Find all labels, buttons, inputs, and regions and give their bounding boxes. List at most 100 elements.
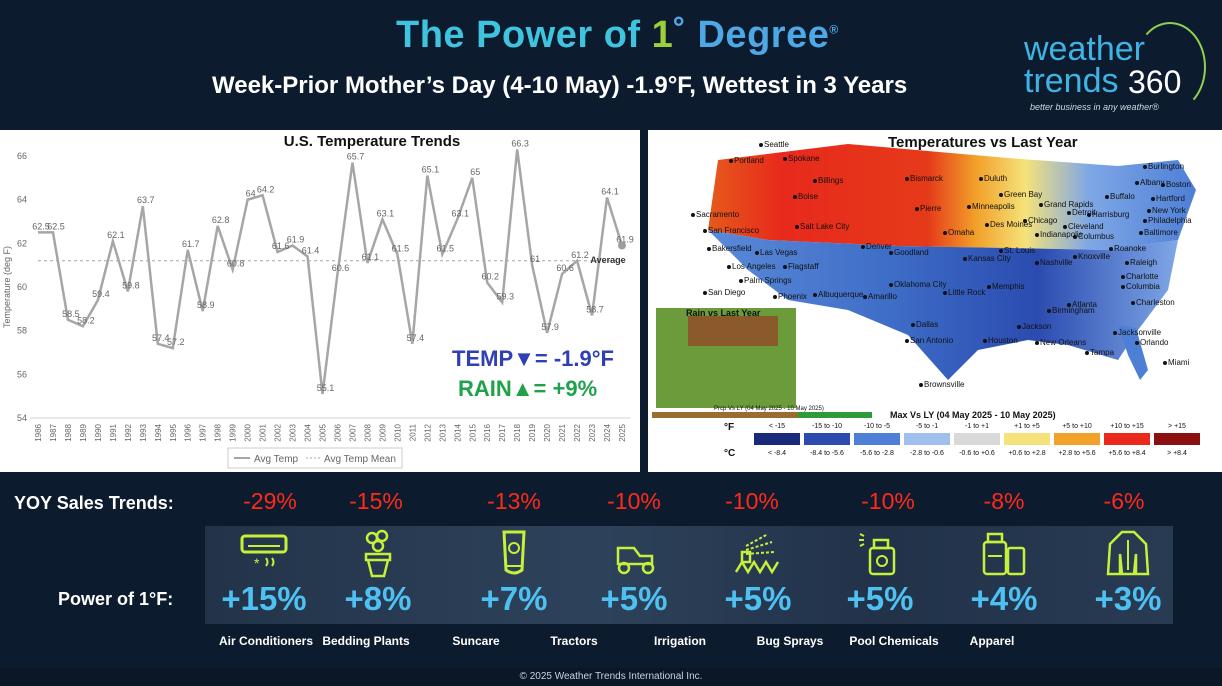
x-tick-label: 1997 xyxy=(199,423,208,441)
city-dot xyxy=(1163,361,1167,365)
y-tick-label: 60 xyxy=(17,282,27,292)
power-value: +8% xyxy=(344,580,412,617)
x-tick-label: 1989 xyxy=(79,423,88,441)
city-dot xyxy=(1143,219,1147,223)
city-dot xyxy=(795,225,799,229)
x-tick-label: 1995 xyxy=(169,423,178,441)
rain-legend-green xyxy=(798,412,872,418)
city-dot xyxy=(889,283,893,287)
city-label: Orlando xyxy=(1140,338,1169,347)
city-label: Charlotte xyxy=(1126,272,1159,281)
x-tick-label: 2010 xyxy=(393,423,402,441)
data-label: 59.8 xyxy=(122,280,140,290)
city-label: Des Moines xyxy=(990,220,1033,229)
city-dot xyxy=(707,247,711,251)
yoy-value: -13% xyxy=(487,488,541,514)
potted-plant-icon xyxy=(348,526,408,582)
scale-swatch xyxy=(804,433,850,445)
data-label: 60.6 xyxy=(332,263,350,273)
rain-map-title: Rain vs Last Year xyxy=(686,308,761,318)
city-dot xyxy=(703,229,707,233)
data-label: 62.8 xyxy=(212,215,230,225)
city-label: Dallas xyxy=(916,320,939,329)
unit-f-label: °F xyxy=(724,422,735,433)
city-dot xyxy=(1023,219,1027,223)
x-tick-label: 2025 xyxy=(618,423,627,441)
data-label: 62.5 xyxy=(32,221,50,231)
city-label: Columbus xyxy=(1078,232,1115,241)
yoy-value: -10% xyxy=(861,488,915,514)
city-dot xyxy=(783,265,787,269)
temperature-line-chart: U.S. Temperature Trends Temperature (deg … xyxy=(2,133,634,469)
city-dot xyxy=(1105,195,1109,199)
city-dot xyxy=(979,177,983,181)
x-tick-label: 2014 xyxy=(453,423,462,441)
data-label: 61.1 xyxy=(362,252,380,262)
x-tick-label: 2003 xyxy=(289,423,298,441)
city-label: Green Bay xyxy=(1004,190,1043,199)
yoy-value: -29% xyxy=(243,488,297,514)
city-label: Charleston xyxy=(1136,298,1175,307)
temperature-map-panel: Temperatures vs Last Year Rain vs Last Y… xyxy=(648,130,1222,472)
city-dot xyxy=(1067,303,1071,307)
product-label: Bedding Plants xyxy=(322,634,410,648)
city-label: Harrisburg xyxy=(1092,210,1130,219)
scale-f-label: -10 to -5 xyxy=(863,423,891,430)
scale-f-label: +5 to +10 xyxy=(1062,423,1092,430)
sprinkler-icon xyxy=(728,526,788,582)
x-tick-label: 1991 xyxy=(109,423,118,441)
city-dot xyxy=(967,205,971,209)
city-label: Columbia xyxy=(1126,282,1160,291)
city-label: Boston xyxy=(1166,180,1191,189)
city-label: Raleigh xyxy=(1130,258,1158,267)
data-label: 64.1 xyxy=(601,186,619,196)
us-north-region xyxy=(708,144,1196,250)
city-dot xyxy=(1067,211,1071,215)
title-part-3: ˚ Degree xyxy=(673,14,830,56)
legend-item: Avg Temp xyxy=(254,454,299,465)
power-value: +3% xyxy=(1094,580,1162,617)
data-label: 58.2 xyxy=(77,315,95,325)
weather-trends-logo: weather trends 360 better business in an… xyxy=(1024,22,1214,122)
city-label: Minneapolis xyxy=(972,202,1015,211)
temperature-chart-panel: U.S. Temperature Trends Temperature (deg … xyxy=(0,130,640,472)
x-tick-label: 2011 xyxy=(408,423,417,441)
scale-swatch xyxy=(1104,433,1150,445)
city-label: Chicago xyxy=(1028,216,1058,225)
data-label: 61.6 xyxy=(272,241,290,251)
data-label: 64.2 xyxy=(257,184,275,194)
city-label: Philadelphia xyxy=(1148,216,1192,225)
city-label: Omaha xyxy=(948,228,975,237)
x-tick-label: 2024 xyxy=(603,423,612,441)
city-dot xyxy=(1035,261,1039,265)
city-dot xyxy=(1087,213,1091,217)
city-dot xyxy=(1143,165,1147,169)
yoy-value: -8% xyxy=(983,488,1025,514)
scale-c-label: -8.4 to -5.6 xyxy=(810,450,844,457)
city-dot xyxy=(1073,235,1077,239)
scale-f-label: -15 to -10 xyxy=(812,423,842,430)
city-dot xyxy=(1161,183,1165,187)
x-tick-label: 2023 xyxy=(588,423,597,441)
rain-overlay: RAIN▲= +9% xyxy=(458,376,598,401)
city-dot xyxy=(1085,351,1089,355)
page-title: The Power of 1˚ Degree® xyxy=(396,14,839,57)
scale-c-label: +5.6 to +8.4 xyxy=(1108,450,1146,457)
rain-legend-strip xyxy=(652,412,872,418)
city-dot xyxy=(919,383,923,387)
scale-f-label: > +15 xyxy=(1168,423,1186,430)
city-dot xyxy=(1109,247,1113,251)
x-tick-label: 2016 xyxy=(483,423,492,441)
x-tick-label: 2006 xyxy=(333,423,342,441)
city-dot xyxy=(943,291,947,295)
product-label: Bug Sprays xyxy=(756,634,824,648)
scale-c-label: +2.8 to +5.6 xyxy=(1058,450,1096,457)
unit-c-label: °C xyxy=(724,448,736,459)
x-tick-label: 2015 xyxy=(468,423,477,441)
data-label: 57.4 xyxy=(407,333,425,343)
city-dot xyxy=(727,265,731,269)
power-value: +5% xyxy=(846,580,914,617)
city-dot xyxy=(943,231,947,235)
scale-f-label: < -15 xyxy=(768,423,786,430)
city-label: Buffalo xyxy=(1110,192,1135,201)
